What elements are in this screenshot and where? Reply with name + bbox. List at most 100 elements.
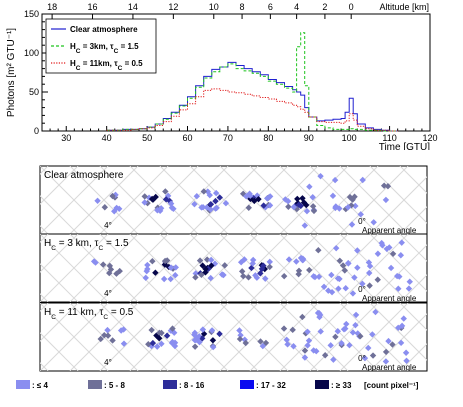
pixel — [361, 354, 369, 362]
pixel — [257, 270, 264, 277]
grid-line — [430, 166, 463, 234]
pixel — [310, 347, 317, 354]
legend-color-swatch — [315, 380, 329, 389]
pixel — [212, 189, 220, 197]
grid-line — [369, 244, 427, 302]
pixel — [331, 176, 339, 184]
pixel — [239, 190, 247, 197]
pixel — [106, 262, 114, 270]
legend-bin-label: : 17 - 32 — [256, 381, 286, 390]
pixel — [94, 197, 101, 204]
top-axis-tick-label: 12 — [168, 2, 178, 12]
pixel — [315, 246, 322, 254]
pixel — [387, 264, 395, 272]
grid-line — [279, 166, 349, 234]
pixel — [295, 201, 303, 208]
pixel — [366, 282, 373, 289]
pixel — [359, 280, 366, 287]
top-axis-label: Altitude [km] — [379, 2, 429, 12]
pixel — [154, 207, 161, 214]
grid-line — [339, 303, 409, 371]
apparent-angle-label: Apparent angle — [362, 363, 417, 372]
legend-box — [45, 18, 157, 74]
pixel — [196, 338, 203, 346]
legend-unit-label: [count pixel⁻¹] — [364, 381, 419, 390]
pixel — [393, 272, 401, 280]
grid-line — [430, 166, 463, 234]
pixel — [330, 356, 337, 363]
pixel — [208, 327, 216, 334]
angle-4-label: 4° — [104, 289, 112, 298]
top-axis-tick-label: 14 — [128, 2, 138, 12]
grid-line — [399, 166, 427, 194]
pixel — [398, 239, 405, 246]
grid-line — [189, 166, 259, 234]
pixel — [304, 342, 311, 349]
series-line — [106, 32, 398, 132]
pixel — [242, 339, 249, 347]
pixel — [352, 202, 359, 210]
pixel — [290, 343, 297, 350]
pixel — [282, 196, 289, 203]
pixel — [162, 188, 169, 195]
pixel — [236, 335, 244, 343]
pixel — [301, 347, 309, 354]
pixel — [90, 258, 98, 265]
grid-line — [189, 303, 259, 371]
pixel — [259, 342, 267, 350]
pixel — [240, 272, 247, 280]
pixel — [334, 275, 342, 282]
pixel — [309, 194, 316, 201]
x-tick-label: 40 — [102, 133, 112, 143]
angle-0-label: 0° — [358, 354, 366, 363]
pixel — [149, 339, 157, 347]
pixel — [325, 287, 332, 294]
grid-line — [69, 166, 139, 234]
legend-bin-label: : 8 - 16 — [179, 381, 205, 390]
pixel — [198, 204, 205, 211]
pixel — [141, 199, 148, 206]
pixel — [349, 290, 357, 297]
pixel — [221, 262, 228, 269]
pixel — [167, 275, 174, 283]
grid-line — [399, 343, 427, 371]
grid-line — [399, 274, 427, 302]
grid-line — [40, 234, 79, 273]
panel-label: HC = 11 km, τC = 0.5 — [44, 307, 134, 321]
pixel — [169, 325, 176, 332]
pixel — [158, 329, 165, 337]
legend-label: HC = 11km, τC = 0.5 — [70, 59, 143, 72]
pixel — [306, 266, 313, 274]
pixel — [283, 336, 290, 344]
legend-bin-label: : 5 - 8 — [104, 381, 125, 390]
pixel — [266, 202, 274, 209]
series-line — [106, 88, 398, 132]
legend-label: Clear atmosphere — [70, 25, 138, 34]
y-axis-label: Photons [m² GTU⁻¹] — [6, 28, 17, 117]
pixel — [200, 188, 208, 195]
pixel — [374, 250, 382, 257]
pixel — [204, 188, 211, 195]
pixel — [354, 264, 361, 271]
pixel — [327, 342, 334, 349]
grid-line — [279, 303, 349, 371]
pixel — [158, 340, 165, 348]
top-axis-tick-label: 16 — [88, 2, 98, 12]
pixel — [345, 260, 352, 267]
pixel — [245, 204, 252, 211]
grid-line — [399, 303, 427, 331]
pixel — [97, 335, 104, 343]
angle-0-label: 0° — [358, 285, 366, 294]
panel-label: Clear atmosphere — [44, 170, 124, 181]
pixel — [152, 193, 159, 201]
pixel — [284, 341, 291, 348]
pixel — [209, 337, 217, 344]
grid-line — [309, 234, 379, 302]
top-axis-tick-label: 8 — [240, 2, 245, 12]
top-axis-tick-label: 18 — [47, 2, 57, 12]
top-axis-tick-label: 0 — [349, 2, 354, 12]
grid-line — [0, 166, 18, 234]
pixel — [236, 327, 243, 334]
x-tick-label: 30 — [61, 133, 71, 143]
